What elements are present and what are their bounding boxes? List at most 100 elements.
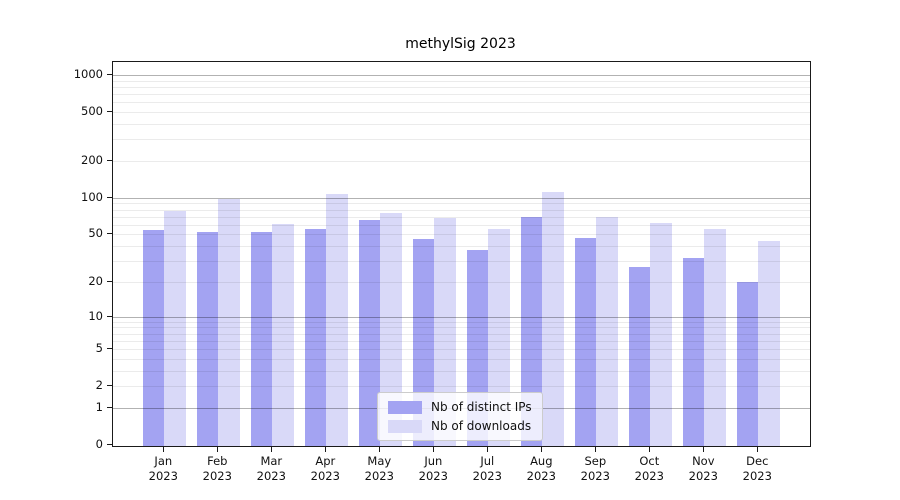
chart-title: methylSig 2023: [405, 36, 516, 52]
minor-gridline: [113, 246, 810, 248]
minor-gridline: [113, 112, 810, 114]
y-axis-tick: [107, 233, 112, 235]
month-label: Jan: [154, 454, 173, 468]
bar-ips: [142, 230, 165, 446]
y-axis-tick-label: 5: [95, 341, 103, 356]
legend-label: Nb of downloads: [431, 419, 532, 433]
bar-downloads: [434, 217, 456, 446]
bar-downloads: [704, 228, 726, 446]
year-label: 2023: [472, 469, 502, 483]
x-axis-tick: [649, 447, 651, 452]
minor-gridline: [113, 321, 810, 323]
year-label: 2023: [256, 469, 286, 483]
legend-label: Nb of distinct IPs: [431, 400, 532, 414]
minor-gridline: [113, 209, 810, 211]
year-label: 2023: [742, 469, 772, 483]
x-axis-tick-label: Aug 2023: [514, 454, 568, 484]
minor-gridline: [113, 203, 810, 205]
minor-gridline: [113, 102, 810, 104]
y-axis-tick-label: 1000: [73, 67, 103, 82]
bar-ips: [682, 257, 705, 446]
y-axis-tick: [107, 406, 112, 408]
bar-downloads: [488, 228, 510, 446]
major-gridline: [113, 316, 810, 318]
year-label: 2023: [526, 469, 556, 483]
y-axis-tick: [107, 385, 112, 387]
bar-ips: [250, 232, 273, 446]
bar-downloads: [758, 241, 780, 446]
y-axis-tick-label: 100: [81, 189, 103, 204]
y-axis-tick: [107, 111, 112, 113]
bar-downloads: [596, 216, 618, 446]
bar-downloads: [380, 213, 402, 446]
minor-gridline: [113, 333, 810, 335]
legend-row: Nb of downloads: [388, 419, 532, 433]
x-axis-tick-label: Dec 2023: [730, 454, 784, 484]
year-label: 2023: [580, 469, 610, 483]
minor-gridline: [113, 224, 810, 226]
minor-gridline: [113, 370, 810, 372]
x-axis-tick: [487, 447, 489, 452]
x-axis-tick-label: Apr 2023: [298, 454, 352, 484]
x-axis-tick-label: Oct 2023: [622, 454, 676, 484]
legend-swatch: [388, 419, 422, 433]
month-label: Dec: [746, 454, 769, 468]
bar-ips: [520, 216, 543, 446]
month-label: May: [367, 454, 392, 468]
plot-area: [112, 61, 811, 447]
y-axis-tick: [107, 348, 112, 350]
bar-downloads: [542, 192, 564, 446]
minor-gridline: [113, 216, 810, 218]
minor-gridline: [113, 281, 810, 283]
month-label: Nov: [692, 454, 715, 468]
bar-downloads: [650, 223, 672, 446]
x-axis-tick: [379, 447, 381, 452]
y-axis-tick: [107, 280, 112, 282]
y-axis-tick: [107, 315, 112, 317]
month-label: Feb: [207, 454, 228, 468]
bar-ips: [196, 232, 219, 446]
major-gridline: [113, 75, 810, 77]
x-axis-tick-label: Nov 2023: [676, 454, 730, 484]
y-axis-tick-label: 20: [88, 273, 103, 288]
bar-downloads: [326, 194, 348, 446]
year-label: 2023: [418, 469, 448, 483]
y-axis-tick-label: 200: [81, 153, 103, 168]
y-axis-tick-label: 1: [95, 399, 103, 414]
legend-row: Nb of distinct IPs: [388, 400, 532, 414]
year-label: 2023: [688, 469, 718, 483]
bar-ips: [736, 281, 759, 446]
y-axis-tick-label: 0: [95, 437, 103, 451]
year-label: 2023: [634, 469, 664, 483]
minor-gridline: [113, 261, 810, 263]
month-label: Jul: [480, 454, 495, 468]
minor-gridline: [113, 349, 810, 351]
x-axis-tick: [217, 447, 219, 452]
minor-gridline: [113, 86, 810, 88]
year-label: 2023: [310, 469, 340, 483]
x-axis-tick: [325, 447, 327, 452]
month-label: Oct: [639, 454, 660, 468]
bar-downloads: [218, 198, 240, 446]
x-axis-tick: [703, 447, 705, 452]
y-axis-tick: [107, 196, 112, 198]
minor-gridline: [113, 94, 810, 96]
month-label: Sep: [584, 454, 607, 468]
bar-ips: [304, 229, 327, 446]
minor-gridline: [113, 139, 810, 141]
y-axis-tick-label: 500: [81, 104, 103, 119]
x-axis-tick-label: Jul 2023: [460, 454, 514, 484]
x-axis-tick: [757, 447, 759, 452]
x-axis-tick: [271, 447, 273, 452]
minor-gridline: [113, 386, 810, 388]
legend: Nb of distinct IPs Nb of downloads: [377, 392, 543, 441]
major-gridline: [113, 197, 810, 199]
y-axis-tick-label: 2: [95, 378, 103, 393]
y-axis-tick: [107, 74, 112, 76]
x-axis-tick-label: Feb 2023: [190, 454, 244, 484]
minor-gridline: [113, 124, 810, 126]
minor-gridline: [113, 358, 810, 360]
year-label: 2023: [364, 469, 394, 483]
y-axis-tick: [107, 444, 112, 445]
